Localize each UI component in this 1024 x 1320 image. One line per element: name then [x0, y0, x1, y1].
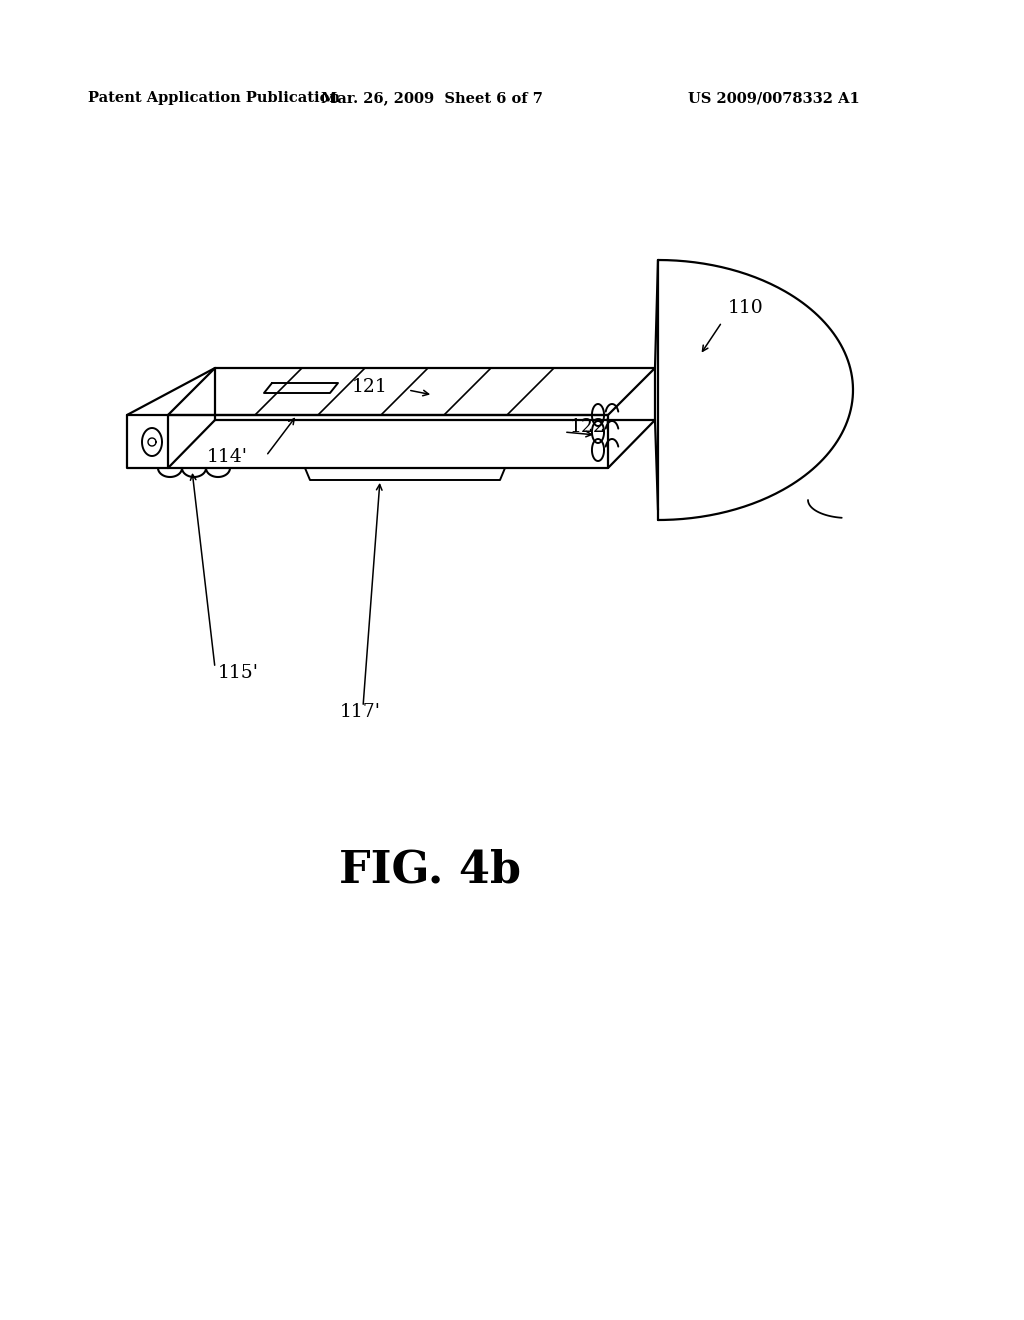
Text: 115': 115' [218, 664, 259, 682]
Text: 121: 121 [352, 378, 388, 396]
Text: Patent Application Publication: Patent Application Publication [88, 91, 340, 106]
Text: FIG. 4b: FIG. 4b [339, 849, 521, 891]
Text: Mar. 26, 2009  Sheet 6 of 7: Mar. 26, 2009 Sheet 6 of 7 [322, 91, 543, 106]
Text: 117': 117' [340, 704, 381, 721]
Text: US 2009/0078332 A1: US 2009/0078332 A1 [688, 91, 860, 106]
Text: 114': 114' [207, 447, 248, 466]
Text: 122': 122' [570, 418, 611, 436]
Text: 110: 110 [728, 300, 764, 317]
